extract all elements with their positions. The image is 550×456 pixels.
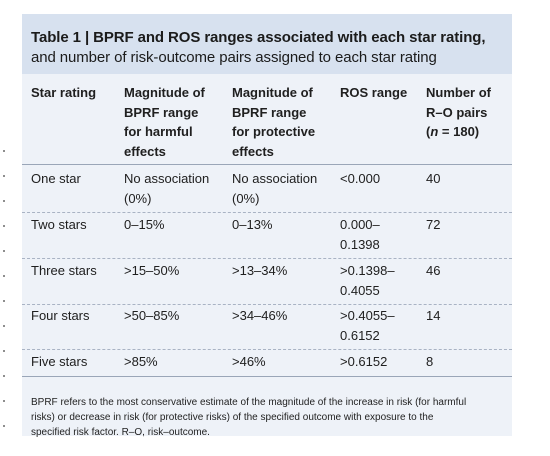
header-harmful-line: effects xyxy=(124,143,166,159)
margin-dot xyxy=(3,150,5,152)
table-title: Table 1 | BPRF and ROS ranges associated… xyxy=(31,28,511,68)
cell-harmful: >50–85% xyxy=(124,308,180,323)
table-title-rest: and number of risk-outcome pairs assigne… xyxy=(31,49,437,66)
header-harmful: Magnitude of BPRF range for harmful effe… xyxy=(124,83,205,161)
header-harmful-line: for harmful xyxy=(124,124,193,139)
header-protective: Magnitude of BPRF range for protective e… xyxy=(232,83,315,161)
cell-harmful: No association (0%) xyxy=(124,171,210,206)
footnote-line: BPRF refers to the most conservative est… xyxy=(31,397,467,408)
margin-dot xyxy=(3,250,5,252)
margin-dot xyxy=(3,275,5,277)
cell-harmful: >15–50% xyxy=(124,263,180,278)
cell-rating: Three stars xyxy=(31,263,97,278)
cell-ros: >0.4055– 0.6152 xyxy=(340,308,395,343)
margin-dot xyxy=(3,425,5,427)
row-divider xyxy=(22,212,512,213)
cell-protective: >34–46% xyxy=(232,308,288,323)
margin-dot xyxy=(3,200,5,202)
row-divider xyxy=(22,349,512,350)
cell-pairs: 72 xyxy=(426,217,441,232)
header-protective-line: effects xyxy=(232,143,274,159)
table-title-bold: Table 1 | BPRF and ROS ranges associated… xyxy=(31,29,486,46)
header-protective-line: BPRF range xyxy=(232,104,307,120)
row-divider xyxy=(22,304,512,305)
header-star-rating: Star rating xyxy=(31,85,97,100)
cell-pairs: 40 xyxy=(426,171,441,186)
header-pairs-n: (n = 180) xyxy=(426,124,480,139)
cell-protective: >46% xyxy=(232,354,266,369)
cell-ros: >0.1398– 0.4055 xyxy=(340,263,395,298)
cell-ros: >0.6152 xyxy=(340,354,388,369)
cell-pairs: 46 xyxy=(426,263,441,278)
margin-dot xyxy=(3,300,5,302)
table-title-bar: Table 1 | BPRF and ROS ranges associated… xyxy=(22,14,512,74)
header-harmful-line: Magnitude of xyxy=(124,85,205,100)
margin-dot xyxy=(3,325,5,327)
header-ros-range: ROS range xyxy=(340,85,408,100)
cell-rating: Five stars xyxy=(31,354,88,369)
header-protective-line: for protective xyxy=(232,124,316,139)
cell-pairs: 14 xyxy=(426,308,441,323)
header-pairs-line: R–O pairs xyxy=(426,104,488,120)
header-protective-line: Magnitude of xyxy=(232,85,313,100)
margin-dot xyxy=(3,225,5,227)
margin-dot xyxy=(3,350,5,352)
cell-pairs: 8 xyxy=(426,354,434,369)
cell-rating: Four stars xyxy=(31,308,90,323)
cell-harmful: 0–15% xyxy=(124,217,165,232)
footnote-line: risks) or decrease in risk (for protecti… xyxy=(31,412,434,423)
cell-protective: >13–34% xyxy=(232,263,288,278)
cell-rating: Two stars xyxy=(31,217,87,232)
cell-harmful: >85% xyxy=(124,354,158,369)
cell-ros: <0.000 xyxy=(340,171,381,186)
header-pairs-line: Number of xyxy=(426,85,491,100)
header-pairs: Number of R–O pairs (n = 180) xyxy=(426,83,491,142)
cell-ros: 0.000– 0.1398 xyxy=(340,217,380,252)
header-rule xyxy=(22,164,512,165)
table-panel: Table 1 | BPRF and ROS ranges associated… xyxy=(22,14,512,438)
table-footnote: BPRF refers to the most conservative est… xyxy=(31,395,507,440)
margin-dot xyxy=(3,375,5,377)
row-divider xyxy=(22,258,512,259)
cell-protective: No association (0%) xyxy=(232,171,318,206)
cell-rating: One star xyxy=(31,171,81,186)
margin-dot xyxy=(3,175,5,177)
cell-protective: 0–13% xyxy=(232,217,273,232)
margin-dot xyxy=(3,400,5,402)
footnote-line: specified risk factor. R–O, risk–outcome… xyxy=(31,427,210,438)
header-harmful-line: BPRF range xyxy=(124,104,199,120)
table-bottom-rule xyxy=(22,376,512,377)
